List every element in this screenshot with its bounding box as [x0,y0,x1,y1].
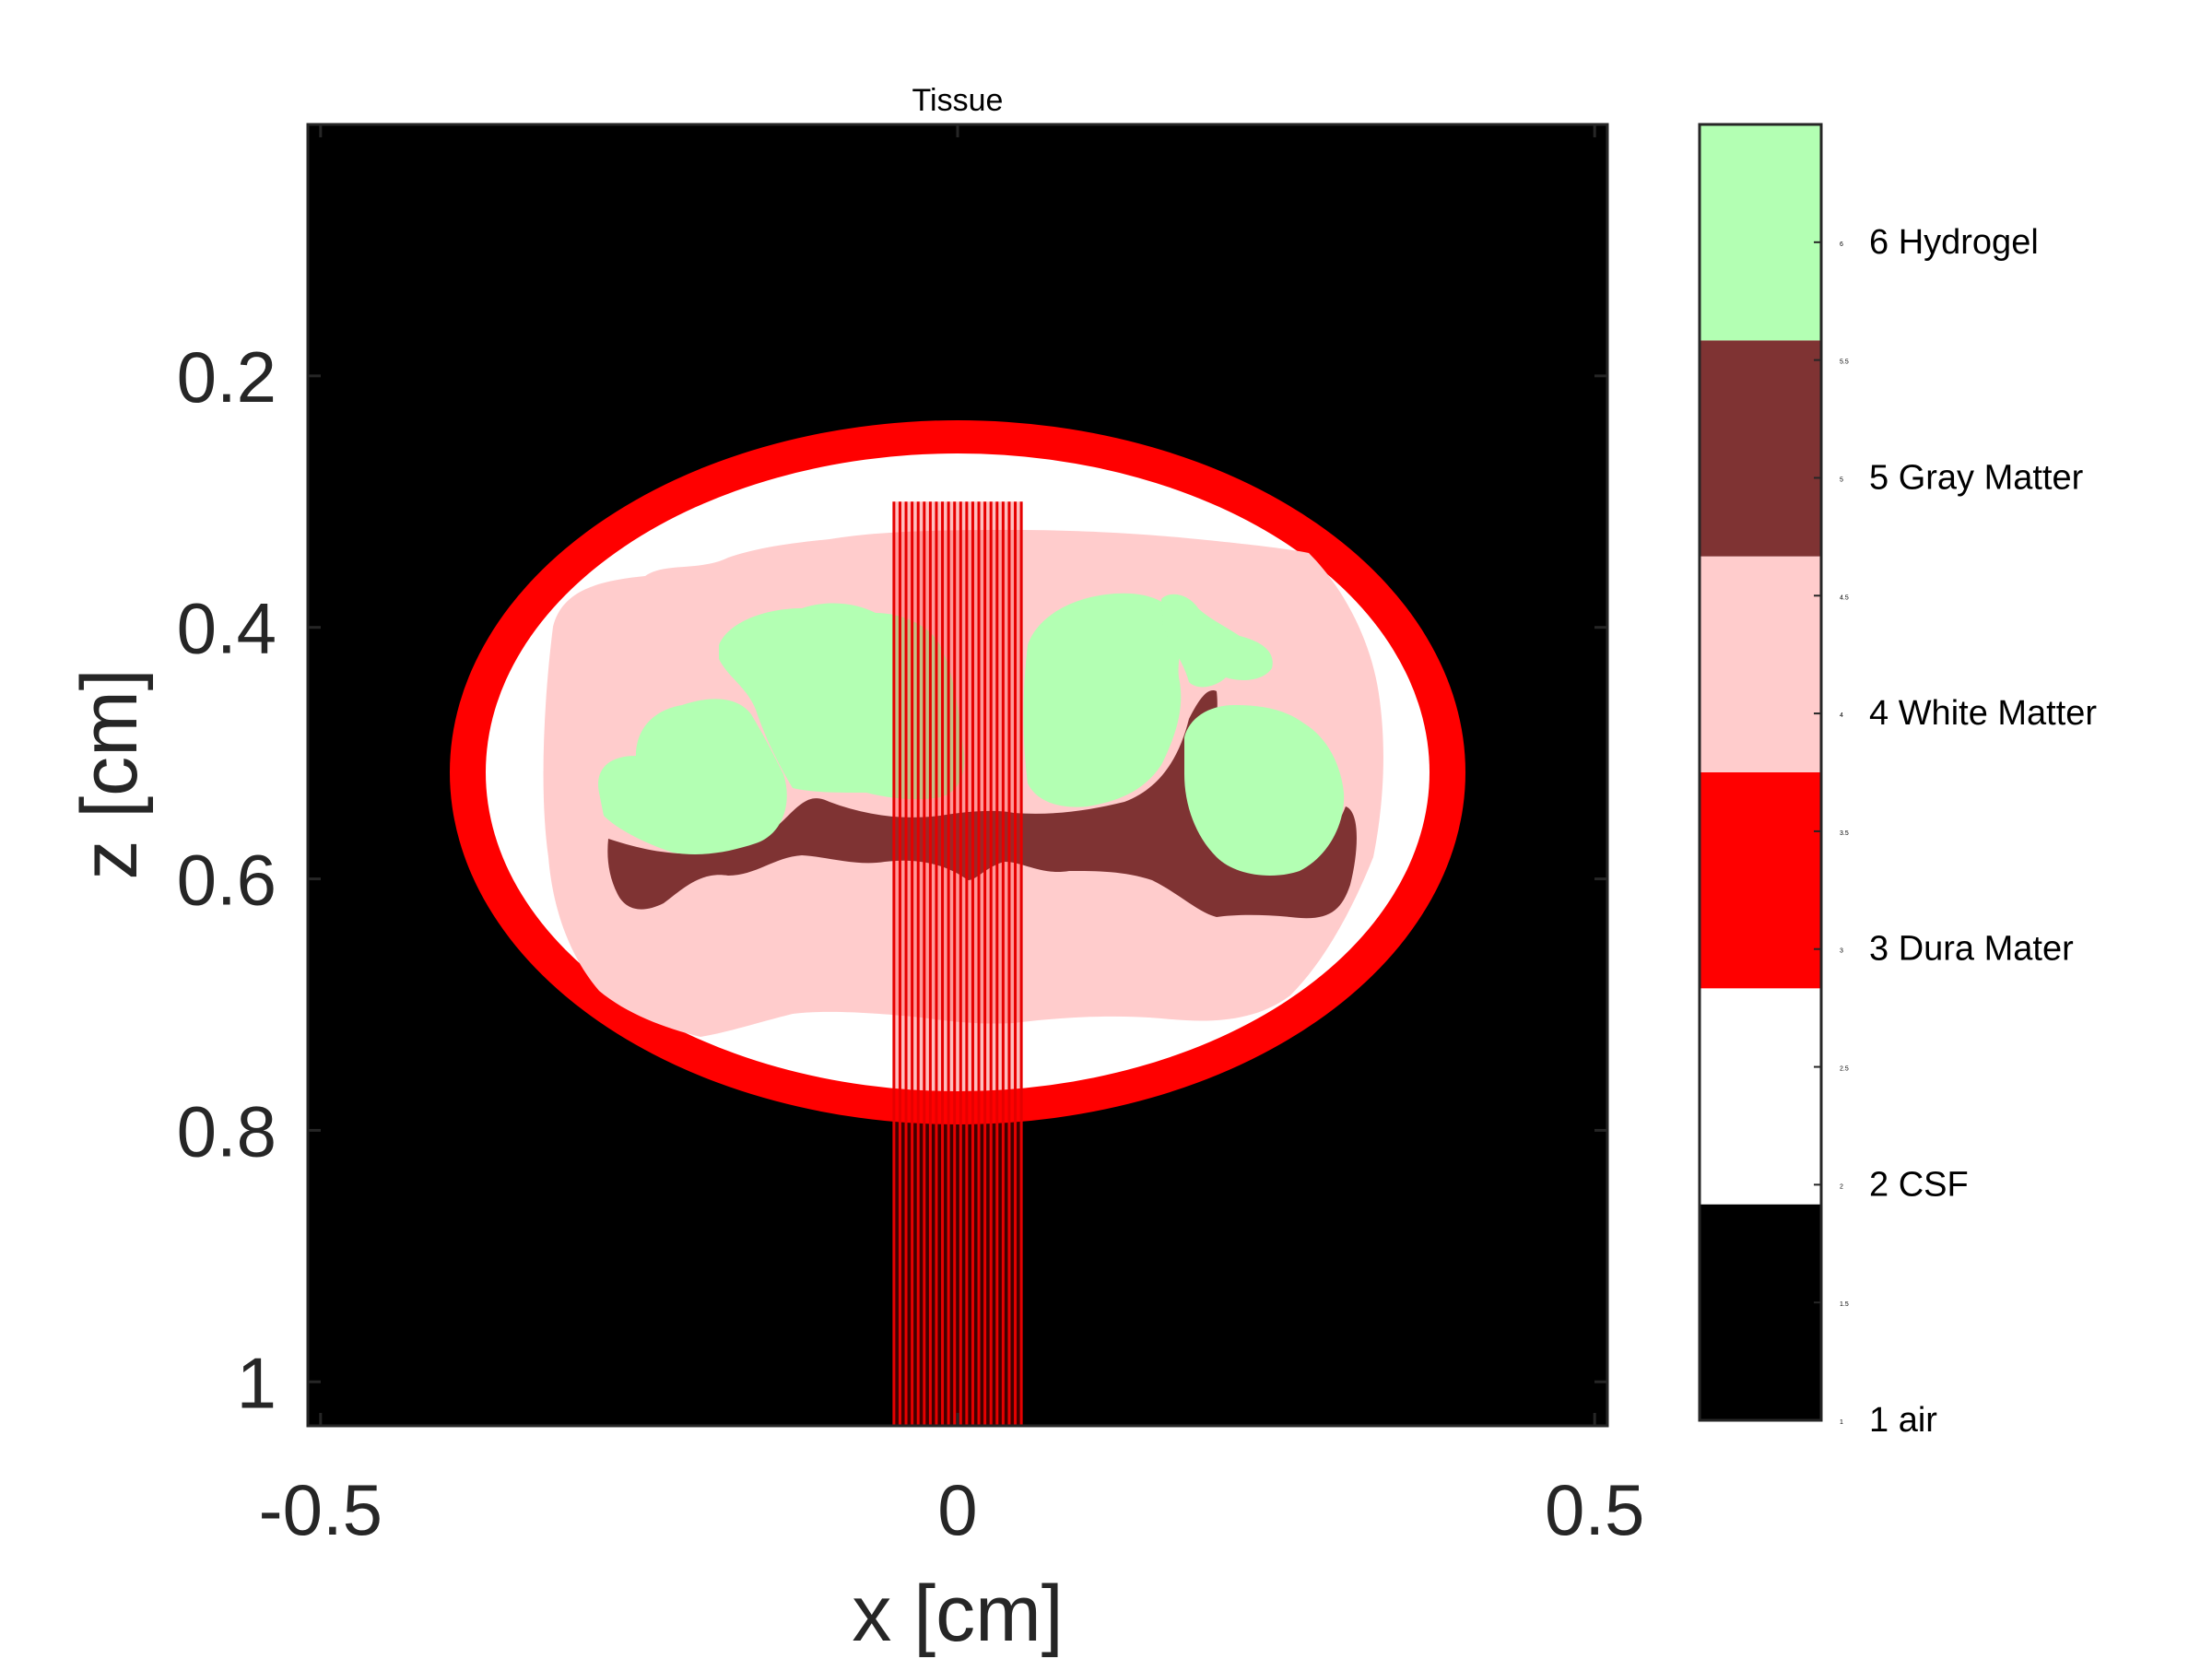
colorbar-tick-label: 4 [1840,712,1843,719]
x-axis-label: x [cm] [852,1570,1063,1658]
colorbar-tick-label: 3.5 [1840,830,1849,837]
x-tick-label: -0.5 [259,1469,382,1550]
tissue-map [450,420,1465,1426]
colorbar-tick-label: 4.5 [1840,594,1849,601]
colorbar-tick-label: 6 [1840,241,1843,248]
colorbar-frame [1698,123,1823,1422]
hydrogel-region-right [1184,705,1345,876]
beam-lines [892,501,1023,1426]
hydrogel-region-small [1161,594,1273,688]
colorbar-label: 1 air [1869,1401,1937,1440]
colorbar-label: 3 Dura Mater [1869,930,2074,969]
y-axis-label: z [cm] [65,668,154,879]
colorbar-segment [1700,340,1821,557]
colorbar-tick-label: 2.5 [1840,1066,1849,1073]
colorbar-tick-label: 1 [1840,1419,1843,1426]
beam-band [893,501,1022,1426]
colorbar-tick-label: 5 [1840,477,1843,483]
colorbar-segment [1700,1204,1821,1420]
colorbar-segment [1700,556,1821,772]
hydrogel-region-left [598,699,787,854]
chart-title: Tissue [912,83,1004,118]
colorbar-label: 2 CSF [1869,1165,1969,1204]
y-tick-label: 1 [237,1342,276,1423]
x-axis-ticks: -0.5 0 0.5 [259,124,1644,1550]
y-axis-ticks: 0.2 0.4 0.6 0.8 1 [177,336,1607,1423]
colorbar-label: 4 White Matter [1869,694,2097,733]
hydrogel-region-center-left [719,603,965,800]
colorbar-label: 5 Gray Matter [1869,458,2084,497]
colorbar-segment [1700,772,1821,989]
y-tick-label: 0.2 [177,336,276,418]
x-tick-label: 0.5 [1545,1469,1644,1550]
y-tick-label: 0.4 [177,588,276,669]
colorbar-tick-label: 1.5 [1840,1301,1849,1308]
gray-matter-region [607,690,1357,919]
colorbar-label: 6 Hydrogel [1869,223,2039,262]
colorbar-segment [1700,988,1821,1205]
colorbar: 1 air 2 CSF 3 Dura Mater 4 White Matter 5 Gr… [1700,124,2097,1440]
hydrogel-region-center-right [1023,593,1182,807]
colorbar-tick-label: 5.5 [1840,359,1849,366]
colorbar-segment [1700,124,1821,341]
y-tick-label: 0.8 [177,1090,276,1171]
colorbar-tick-label: 3 [1840,948,1843,955]
y-tick-label: 0.6 [177,840,276,921]
x-tick-label: 0 [937,1469,977,1550]
colorbar-tick-label: 2 [1840,1183,1843,1190]
